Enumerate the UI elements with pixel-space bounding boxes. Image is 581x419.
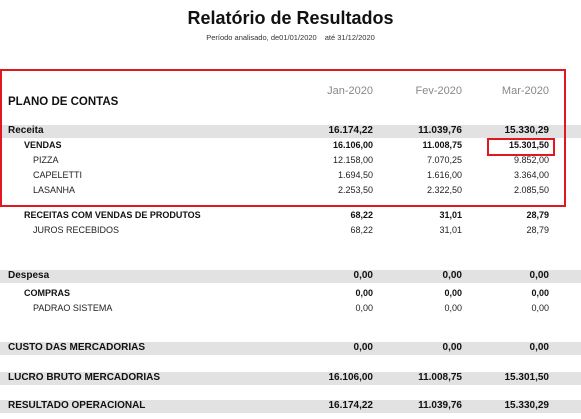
value-fev: 7.070,25 — [426, 155, 462, 165]
period-end: 31/12/2020 — [337, 33, 375, 42]
row-label: RESULTADO OPERACIONAL — [8, 400, 146, 411]
value-fev: 11.039,76 — [418, 400, 462, 411]
account-row-vendas: VENDAS 16.106,00 11.008,75 15.301,50 — [0, 140, 581, 153]
row-label: COMPRAS — [24, 288, 71, 298]
row-label: JUROS RECEBIDOS — [33, 225, 120, 235]
value-jan: 0,00 — [353, 270, 373, 281]
report-period: Período analisado, de01/01/2020 até 31/12… — [0, 33, 581, 42]
value-fev: 11.039,76 — [418, 125, 462, 136]
value-fev: 0,00 — [442, 342, 462, 353]
row-label: VENDAS — [24, 140, 62, 150]
value-mar: 0,00 — [529, 342, 549, 353]
total-row-resultado-operacional: RESULTADO OPERACIONAL 16.174,22 11.039,7… — [0, 400, 581, 413]
account-row-compras: COMPRAS 0,00 0,00 0,00 — [0, 288, 581, 301]
value-jan: 0,00 — [355, 303, 373, 313]
period-mid: até — [324, 33, 336, 42]
value-mar: 3.364,00 — [513, 170, 549, 180]
value-mar: 15.330,29 — [504, 400, 550, 411]
value-mar: 2.085,50 — [513, 185, 549, 195]
value-jan: 2.253,50 — [337, 185, 373, 195]
value-fev: 0,00 — [442, 270, 462, 281]
value-mar: 0,00 — [531, 303, 549, 313]
value-fev: 0,00 — [444, 288, 462, 298]
value-fev: 31,01 — [439, 225, 462, 235]
value-jan: 0,00 — [355, 288, 373, 298]
row-label: CUSTO DAS MERCADORIAS — [8, 342, 146, 353]
row-label: PADRAO SISTEMA — [33, 303, 113, 313]
total-row-custo-mercadorias: CUSTO DAS MERCADORIAS 0,00 0,00 0,00 — [0, 342, 581, 355]
value-mar: 0,00 — [531, 288, 549, 298]
value-jan: 16.106,00 — [332, 140, 373, 150]
period-label: Período analisado, de — [206, 33, 280, 42]
value-jan: 68,22 — [350, 210, 373, 220]
month-header-mar: Mar-2020 — [501, 85, 549, 97]
total-row-lucro-bruto: LUCRO BRUTO MERCADORIAS 16.106,00 11.008… — [0, 372, 581, 385]
highlight-box-receita — [0, 69, 566, 207]
value-fev: 2.322,50 — [426, 185, 462, 195]
value-fev: 11.008,75 — [422, 140, 462, 150]
value-mar: 15.301,50 — [504, 372, 550, 383]
row-label: LUCRO BRUTO MERCADORIAS — [8, 372, 161, 383]
value-mar: 0,00 — [529, 270, 549, 281]
account-row-juros-recebidos: JUROS RECEBIDOS 68,22 31,01 28,79 — [0, 225, 581, 238]
row-label: Receita — [8, 125, 44, 136]
value-jan: 68,22 — [350, 225, 373, 235]
value-fev: 31,01 — [439, 210, 462, 220]
value-mar: 28,79 — [526, 225, 549, 235]
row-label: PIZZA — [33, 155, 59, 165]
value-mar: 9.852,00 — [513, 155, 549, 165]
value-jan: 16.174,22 — [328, 400, 374, 411]
value-fev: 1.616,00 — [426, 170, 462, 180]
highlight-box-vendas-mar — [487, 138, 555, 156]
account-row-capeletti: CAPELETTI 1.694,50 1.616,00 3.364,00 — [0, 170, 581, 183]
value-mar: 28,79 — [526, 210, 549, 220]
value-fev: 0,00 — [444, 303, 462, 313]
value-jan: 1.694,50 — [337, 170, 373, 180]
plan-de-contas-heading: PLANO DE CONTAS — [8, 96, 119, 108]
account-row-padrao-sistema: PADRAO SISTEMA 0,00 0,00 0,00 — [0, 303, 581, 316]
value-mar: 15.330,29 — [504, 125, 550, 136]
row-label: LASANHA — [33, 185, 76, 195]
value-jan: 0,00 — [353, 342, 373, 353]
row-label: RECEITAS COM VENDAS DE PRODUTOS — [24, 210, 201, 220]
value-jan: 12.158,00 — [332, 155, 373, 165]
value-jan: 16.106,00 — [328, 372, 374, 383]
month-header-jan: Jan-2020 — [327, 85, 373, 97]
value-mar: 15.301,50 — [508, 140, 549, 150]
row-label: CAPELETTI — [33, 170, 83, 180]
value-jan: 16.174,22 — [328, 125, 374, 136]
group-row-despesa: Despesa 0,00 0,00 0,00 — [0, 270, 581, 283]
report-title: Relatório de Resultados — [187, 8, 394, 28]
account-row-pizza: PIZZA 12.158,00 7.070,25 9.852,00 — [0, 155, 581, 168]
account-row-lasanha: LASANHA 2.253,50 2.322,50 2.085,50 — [0, 185, 581, 198]
month-header-fev: Fev-2020 — [415, 85, 462, 97]
row-label: Despesa — [8, 270, 50, 281]
period-start: 01/01/2020 — [279, 33, 317, 42]
value-fev: 11.008,75 — [418, 372, 462, 383]
group-row-receita: Receita 16.174,22 11.039,76 15.330,29 — [0, 125, 581, 138]
account-row-receitas-vendas-produtos: RECEITAS COM VENDAS DE PRODUTOS 68,22 31… — [0, 210, 581, 223]
